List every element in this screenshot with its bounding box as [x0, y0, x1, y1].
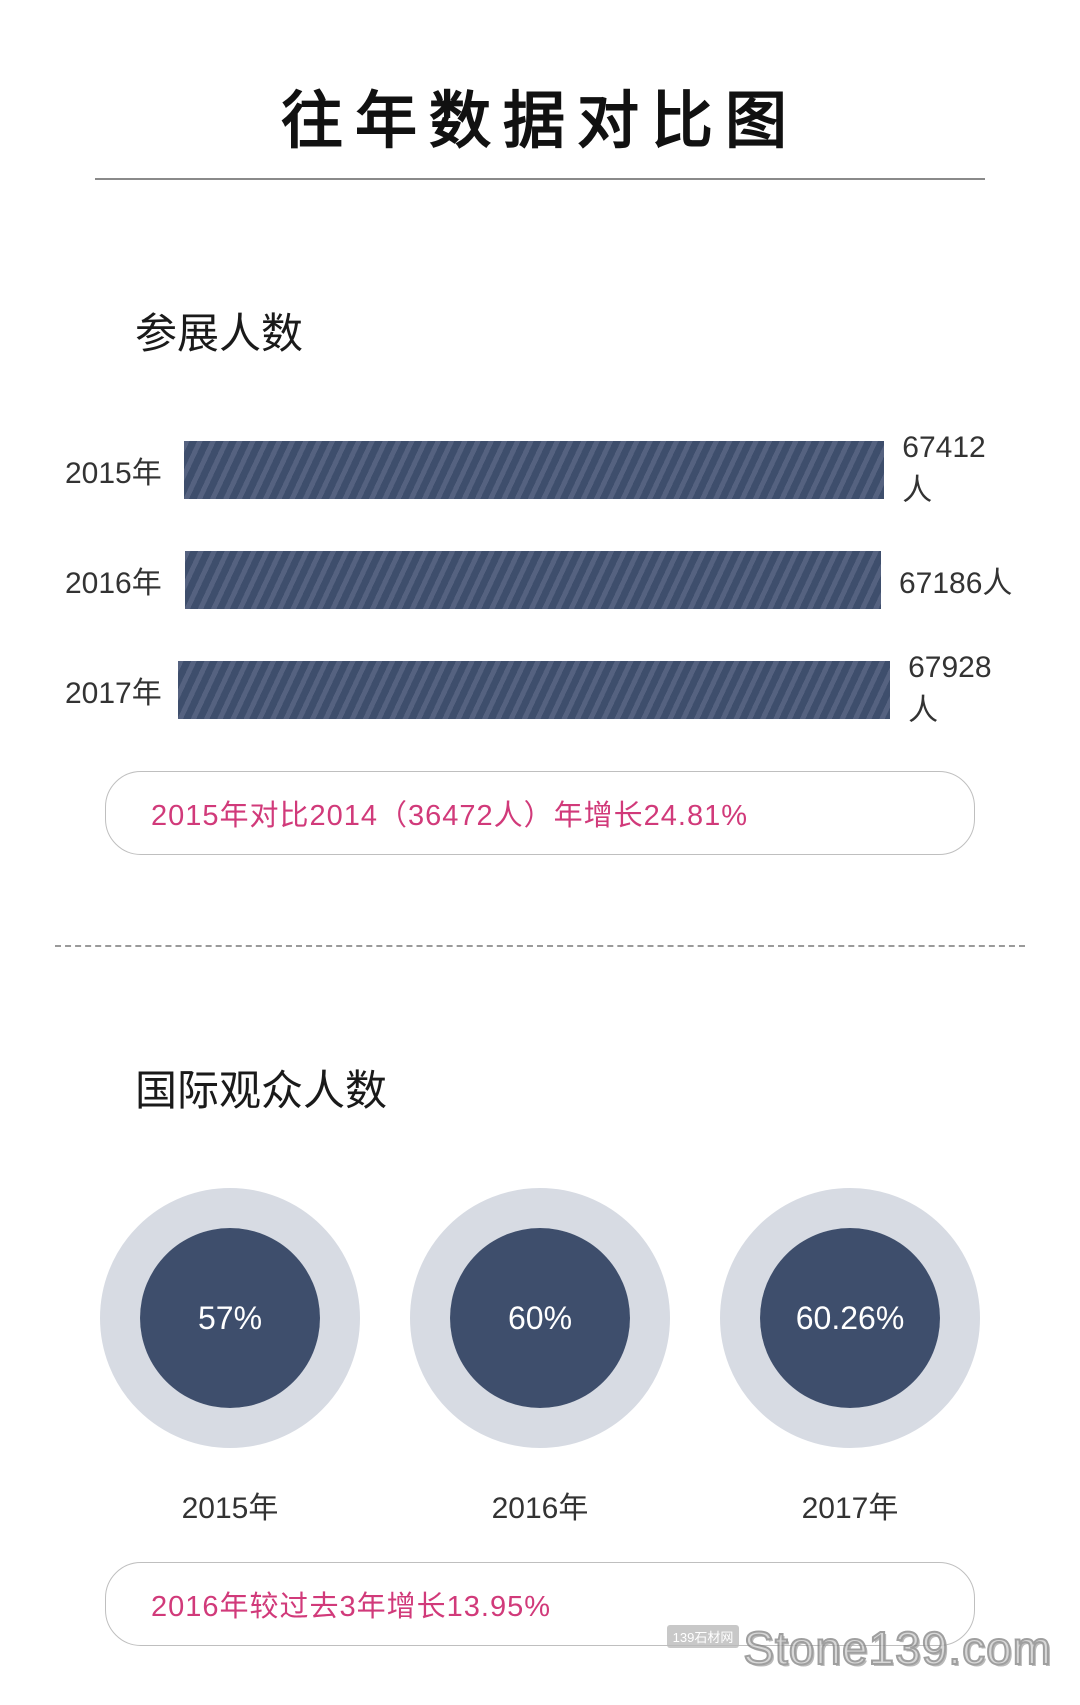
donut-percent-label: 57% [100, 1188, 360, 1448]
bar-fill [178, 661, 890, 719]
bar-row: 2017年 67928人 [55, 651, 1025, 729]
page-title: 往年数据对比图 [95, 70, 985, 180]
donut-chart-section: 国际观众人数 57% 2015年 60% 2016年 60.26% 2017年 2016年… [55, 1057, 1025, 1646]
bar-chart-title: 参展人数 [135, 300, 1025, 361]
watermark-text: Stone139.com [743, 1622, 1052, 1674]
page: 往年数据对比图 参展人数 2015年 67412人 2016年 67186人 2017年… [0, 0, 1080, 1705]
donut-year-label: 2016年 [410, 1483, 670, 1527]
bar-fill [185, 551, 881, 609]
section-divider [55, 945, 1025, 947]
bar-chart-note: 2015年对比2014（36472人）年增长24.81% [105, 771, 975, 855]
donut-row: 57% 2015年 60% 2016年 60.26% 2017年 [55, 1188, 1025, 1527]
donut-cell: 57% 2015年 [100, 1188, 360, 1527]
bar-chart-rows: 2015年 67412人 2016年 67186人 2017年 67928人 [55, 431, 1025, 729]
donut-percent-label: 60% [410, 1188, 670, 1448]
donut: 57% [100, 1188, 360, 1448]
donut-year-label: 2017年 [720, 1483, 980, 1527]
bar-year-label: 2017年 [65, 668, 178, 712]
watermark-tag: 139石材网 [667, 1625, 740, 1648]
bar-track [185, 551, 881, 609]
donut-cell: 60% 2016年 [410, 1188, 670, 1527]
donut: 60.26% [720, 1188, 980, 1448]
donut-percent-label: 60.26% [720, 1188, 980, 1448]
bar-value-label: 67186人 [899, 558, 1012, 602]
donut-year-label: 2015年 [100, 1483, 360, 1527]
donut-chart-title: 国际观众人数 [135, 1057, 1025, 1118]
bar-value-label: 67928人 [908, 651, 1015, 729]
donut: 60% [410, 1188, 670, 1448]
bar-row: 2015年 67412人 [55, 431, 1025, 509]
bar-row: 2016年 67186人 [55, 551, 1025, 609]
watermark: 139石材网Stone139.com [667, 1621, 1052, 1675]
bar-track [178, 661, 890, 719]
bar-year-label: 2016年 [65, 558, 185, 602]
bar-chart-section: 参展人数 2015年 67412人 2016年 67186人 2017年 67928人 2… [55, 300, 1025, 855]
bar-year-label: 2015年 [65, 448, 184, 492]
bar-value-label: 67412人 [902, 431, 1015, 509]
bar-fill [184, 441, 884, 499]
donut-cell: 60.26% 2017年 [720, 1188, 980, 1527]
bar-track [184, 441, 884, 499]
